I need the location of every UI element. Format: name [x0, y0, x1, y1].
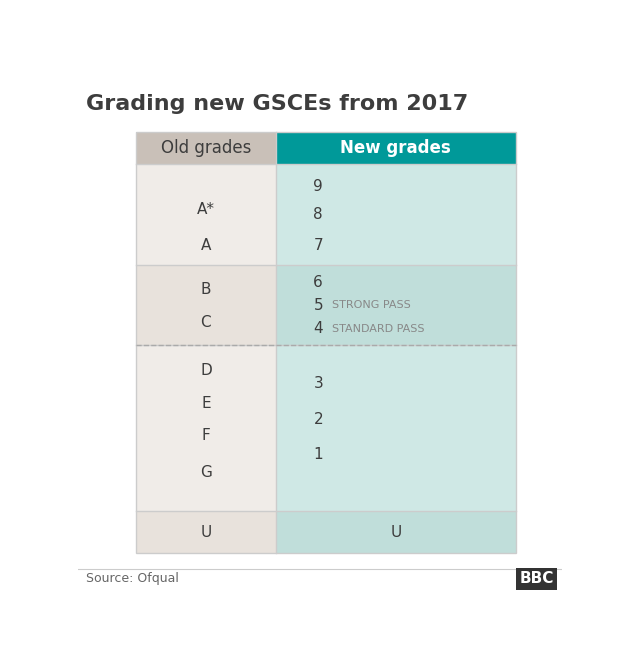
Text: 3: 3 — [313, 376, 323, 392]
Text: Old grades: Old grades — [161, 140, 251, 158]
Text: 5: 5 — [313, 298, 323, 313]
Text: New grades: New grades — [340, 140, 451, 158]
Bar — [136, 265, 276, 345]
Bar — [276, 164, 516, 265]
Bar — [136, 345, 276, 511]
Bar — [136, 164, 276, 265]
Text: 2: 2 — [313, 412, 323, 427]
Bar — [276, 265, 516, 345]
Text: C: C — [200, 315, 211, 330]
Text: 6: 6 — [313, 275, 323, 290]
Text: A*: A* — [197, 201, 215, 217]
Bar — [276, 345, 516, 511]
Text: B: B — [201, 282, 211, 297]
Bar — [136, 511, 276, 553]
Bar — [276, 511, 516, 553]
Text: Grading new GSCEs from 2017: Grading new GSCEs from 2017 — [85, 94, 468, 114]
Text: STANDARD PASS: STANDARD PASS — [332, 323, 425, 334]
Text: D: D — [200, 363, 212, 378]
Text: E: E — [201, 396, 211, 411]
Bar — [136, 132, 276, 164]
Text: BBC: BBC — [519, 571, 554, 587]
Text: U: U — [200, 525, 212, 540]
Bar — [136, 132, 516, 553]
Text: 4: 4 — [313, 321, 323, 336]
Text: 1: 1 — [313, 448, 323, 462]
Text: A: A — [201, 238, 211, 253]
Text: Source: Ofqual: Source: Ofqual — [85, 573, 178, 585]
Text: F: F — [202, 428, 210, 443]
Text: 7: 7 — [313, 238, 323, 253]
Bar — [276, 132, 516, 164]
Text: STRONG PASS: STRONG PASS — [332, 301, 411, 311]
Text: U: U — [390, 525, 401, 540]
Text: 9: 9 — [313, 179, 323, 194]
Text: 8: 8 — [313, 207, 323, 222]
Text: G: G — [200, 465, 212, 480]
